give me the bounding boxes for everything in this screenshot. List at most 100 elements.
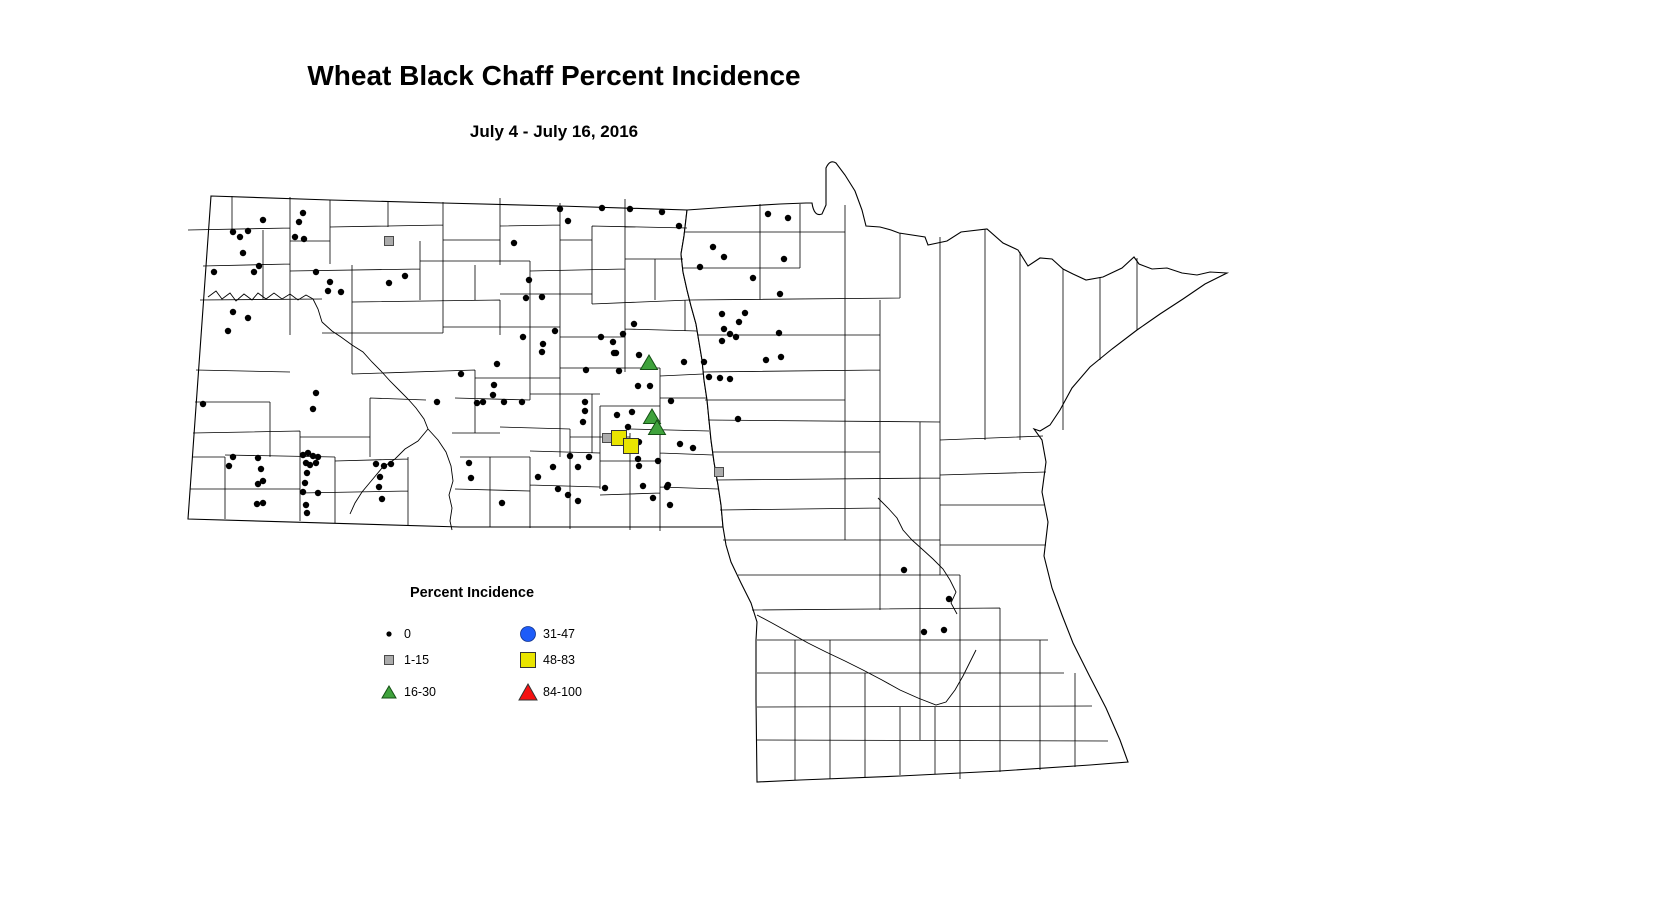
marker-dot-black bbox=[244, 227, 252, 235]
marker-dot-black bbox=[385, 279, 393, 287]
marker-dot-black bbox=[490, 381, 498, 389]
marker-triangle-green bbox=[639, 354, 659, 370]
marker-dot-black bbox=[229, 228, 237, 236]
marker-dot-black bbox=[675, 222, 683, 230]
marker-dot-black bbox=[585, 453, 593, 461]
mn-river-lines bbox=[756, 497, 977, 706]
marker-dot-black bbox=[239, 249, 247, 257]
marker-dot-black bbox=[945, 595, 953, 603]
minnesota-outline bbox=[680, 161, 1230, 783]
marker-dot-black bbox=[519, 333, 527, 341]
marker-dot-black bbox=[500, 398, 508, 406]
marker-dot-black bbox=[764, 210, 772, 218]
marker-dot-black bbox=[534, 473, 542, 481]
legend-label: 0 bbox=[404, 627, 411, 641]
marker-dot-black bbox=[549, 463, 557, 471]
chart-title: Wheat Black Chaff Percent Incidence bbox=[307, 60, 801, 91]
marker-dot-black bbox=[473, 399, 481, 407]
marker-dot-black bbox=[718, 337, 726, 345]
marker-dot-black bbox=[326, 278, 334, 286]
marker-dot-black bbox=[696, 263, 704, 271]
square-yellow-icon bbox=[520, 652, 536, 668]
marker-triangle-green bbox=[642, 408, 662, 424]
marker-dot-black bbox=[301, 479, 309, 487]
circle-blue-icon bbox=[520, 626, 536, 642]
square-gray-icon bbox=[384, 655, 394, 665]
marker-dot-black bbox=[539, 340, 547, 348]
marker-dot-black bbox=[259, 216, 267, 224]
legend-label: 48-83 bbox=[543, 653, 575, 667]
marker-dot-black bbox=[551, 327, 559, 335]
legend-label: 31-47 bbox=[543, 627, 575, 641]
marker-dot-black bbox=[775, 329, 783, 337]
marker-dot-black bbox=[784, 214, 792, 222]
marker-square-gray bbox=[602, 433, 612, 443]
triangle-red-icon bbox=[518, 682, 538, 701]
marker-square-gray bbox=[384, 236, 394, 246]
marker-dot-black bbox=[303, 469, 311, 477]
legend-label: 1-15 bbox=[404, 653, 430, 667]
marker-dot-black bbox=[726, 330, 734, 338]
marker-dot-black bbox=[732, 333, 740, 341]
marker-dot-black bbox=[556, 205, 564, 213]
marker-dot-black bbox=[300, 235, 308, 243]
marker-dot-black bbox=[259, 477, 267, 485]
marker-dot-black bbox=[667, 397, 675, 405]
legend-item-84-100: 84-100 bbox=[517, 681, 582, 703]
marker-dot-black bbox=[615, 367, 623, 375]
marker-dot-black bbox=[734, 415, 742, 423]
marker-dot-black bbox=[257, 465, 265, 473]
marker-dot-black bbox=[720, 325, 728, 333]
marker-dot-black bbox=[634, 455, 642, 463]
marker-dot-black bbox=[635, 351, 643, 359]
marker-dot-black bbox=[302, 501, 310, 509]
marker-dot-black bbox=[314, 453, 322, 461]
marker-dot-black bbox=[777, 353, 785, 361]
mn-county-lines bbox=[683, 204, 1138, 780]
marker-dot-black bbox=[762, 356, 770, 364]
marker-dot-black bbox=[254, 454, 262, 462]
marker-dot-black bbox=[564, 491, 572, 499]
marker-dot-black bbox=[312, 459, 320, 467]
marker-dot-black bbox=[720, 253, 728, 261]
marker-dot-black bbox=[630, 320, 638, 328]
marker-dot-black bbox=[291, 233, 299, 241]
marker-triangle-green bbox=[647, 419, 667, 435]
marker-dot-black bbox=[479, 398, 487, 406]
marker-dot-black bbox=[493, 360, 501, 368]
marker-dot-black bbox=[663, 483, 671, 491]
legend-label: 84-100 bbox=[543, 685, 582, 699]
marker-dot-black bbox=[255, 262, 263, 270]
marker-dot-black bbox=[726, 375, 734, 383]
marker-dot-black bbox=[259, 499, 267, 507]
marker-dot-black bbox=[253, 500, 261, 508]
marker-dot-black bbox=[676, 440, 684, 448]
marker-dot-black bbox=[299, 488, 307, 496]
marker-dot-black bbox=[525, 276, 533, 284]
marker-dot-black bbox=[309, 452, 317, 460]
marker-dot-black bbox=[522, 294, 530, 302]
marker-dot-black bbox=[579, 418, 587, 426]
marker-dot-black bbox=[433, 398, 441, 406]
map-markers bbox=[199, 204, 953, 636]
triangle-green-icon bbox=[381, 685, 397, 699]
marker-dot-black bbox=[210, 268, 218, 276]
marker-dot-black bbox=[236, 233, 244, 241]
marker-dot-black bbox=[538, 348, 546, 356]
marker-dot-black bbox=[654, 457, 662, 465]
legend-label: 16-30 bbox=[404, 685, 436, 699]
marker-dot-black bbox=[401, 272, 409, 280]
marker-dot-black bbox=[716, 374, 724, 382]
marker-dot-black bbox=[613, 411, 621, 419]
marker-dot-black bbox=[741, 309, 749, 317]
marker-dot-black bbox=[639, 482, 647, 490]
marker-dot-black bbox=[498, 499, 506, 507]
legend-title: Percent Incidence bbox=[409, 585, 535, 601]
marker-dot-black bbox=[299, 209, 307, 217]
marker-dot-black bbox=[626, 205, 634, 213]
nd-county-lines bbox=[187, 196, 719, 531]
marker-dot-black bbox=[940, 626, 948, 634]
marker-dot-black bbox=[666, 501, 674, 509]
